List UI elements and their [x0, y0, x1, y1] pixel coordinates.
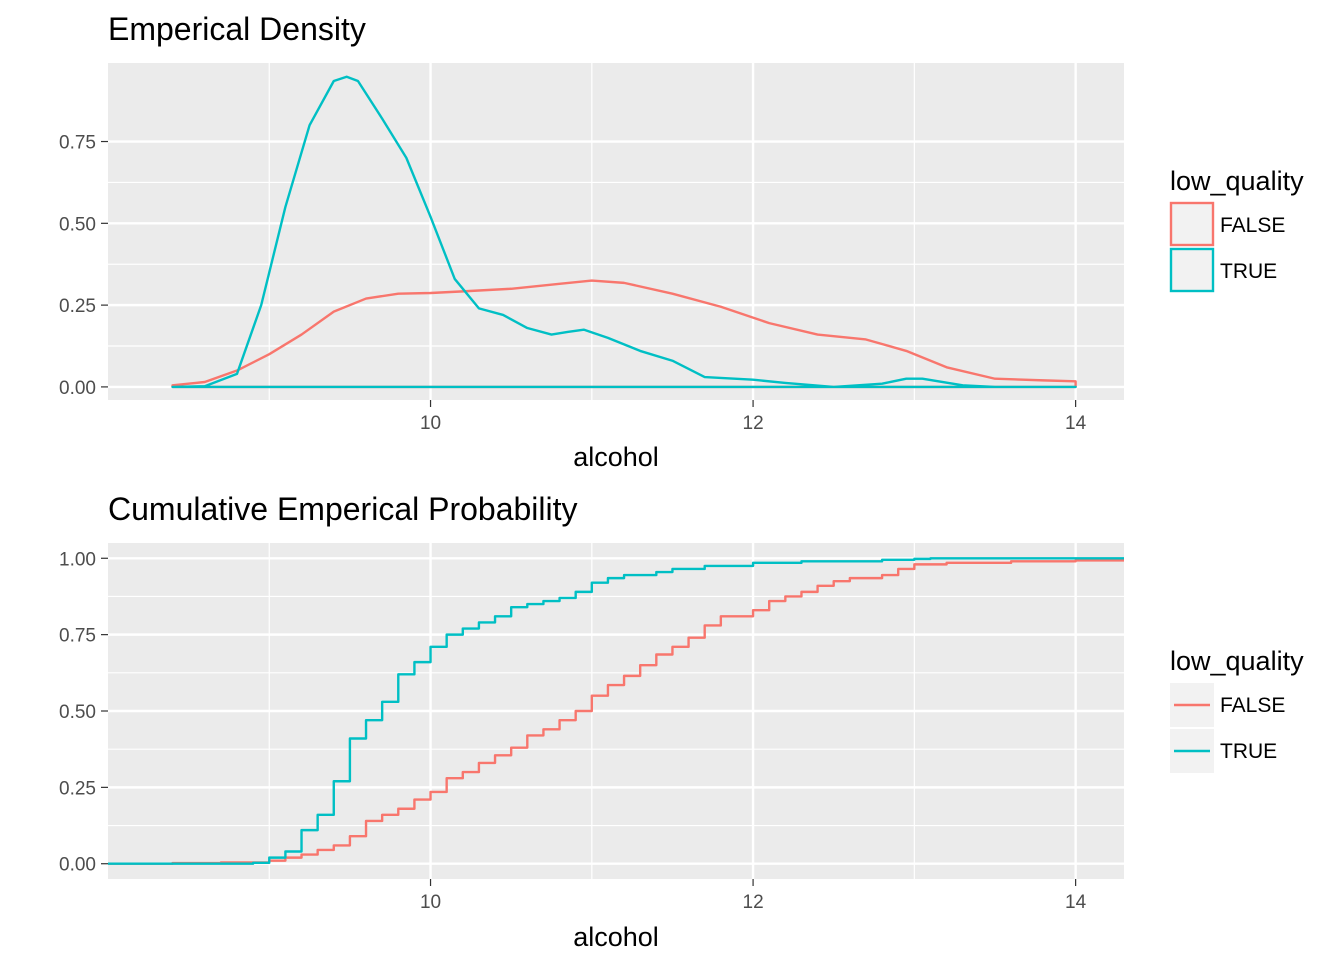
series-line-false — [171, 279, 1077, 389]
legend: low_quality FALSE TRUE — [1170, 646, 1304, 773]
legend-title: low_quality — [1170, 166, 1304, 196]
plot-panel — [108, 63, 1124, 400]
panel-2: Cumulative Emperical Probability 0.00 0.25… — [59, 491, 1304, 952]
y-tick-label: 0.75 — [59, 626, 96, 647]
y-tick-label: 0.50 — [59, 702, 96, 723]
x-tick-label: 14 — [1065, 413, 1087, 434]
grid — [108, 543, 1124, 879]
x-axis-label: alcohol — [573, 442, 659, 472]
chart-title: Emperical Density — [108, 11, 366, 47]
legend-item-false: FALSE — [1170, 683, 1285, 727]
series-group — [108, 557, 1124, 865]
series-line-true — [171, 75, 1077, 389]
y-tick-label: 1.00 — [59, 549, 96, 570]
y-tick-label: 0.50 — [59, 214, 96, 235]
legend-item-false: FALSE — [1169, 201, 1285, 247]
legend-label: TRUE — [1220, 740, 1277, 763]
legend-label: FALSE — [1220, 694, 1285, 717]
legend-label: TRUE — [1220, 260, 1277, 283]
legend-item-true: TRUE — [1170, 729, 1277, 773]
y-tick-label: 0.00 — [59, 855, 96, 876]
axes: 0.00 0.25 0.50 0.75 1.00 10 12 14 — [59, 549, 1087, 913]
legend: low_quality FALSE TRUE — [1169, 166, 1304, 293]
series-group — [171, 75, 1077, 389]
x-tick-label: 10 — [420, 413, 441, 434]
legend-title: low_quality — [1170, 646, 1304, 676]
series-line-false — [108, 558, 1124, 865]
series-line-true — [108, 557, 1124, 865]
legend-label: FALSE — [1220, 214, 1285, 237]
x-tick-label: 12 — [743, 413, 764, 434]
y-tick-label: 0.75 — [59, 133, 96, 154]
x-axis-label: alcohol — [573, 922, 659, 952]
x-tick-label: 10 — [420, 892, 441, 913]
x-tick-label: 14 — [1065, 892, 1087, 913]
x-tick-label: 12 — [743, 892, 764, 913]
chart-title: Cumulative Emperical Probability — [108, 491, 578, 527]
y-tick-label: 0.25 — [59, 778, 96, 799]
axes: 0.00 0.25 0.50 0.75 10 12 14 — [59, 133, 1087, 434]
legend-key — [1169, 201, 1215, 247]
legend-key — [1169, 247, 1215, 293]
y-tick-label: 0.25 — [59, 296, 96, 317]
y-tick-label: 0.00 — [59, 378, 96, 399]
legend-item-true: TRUE — [1169, 247, 1277, 293]
panel-1: Emperical Density 0.00 0.25 0.50 0.75 10 12 14 a… — [59, 11, 1304, 472]
